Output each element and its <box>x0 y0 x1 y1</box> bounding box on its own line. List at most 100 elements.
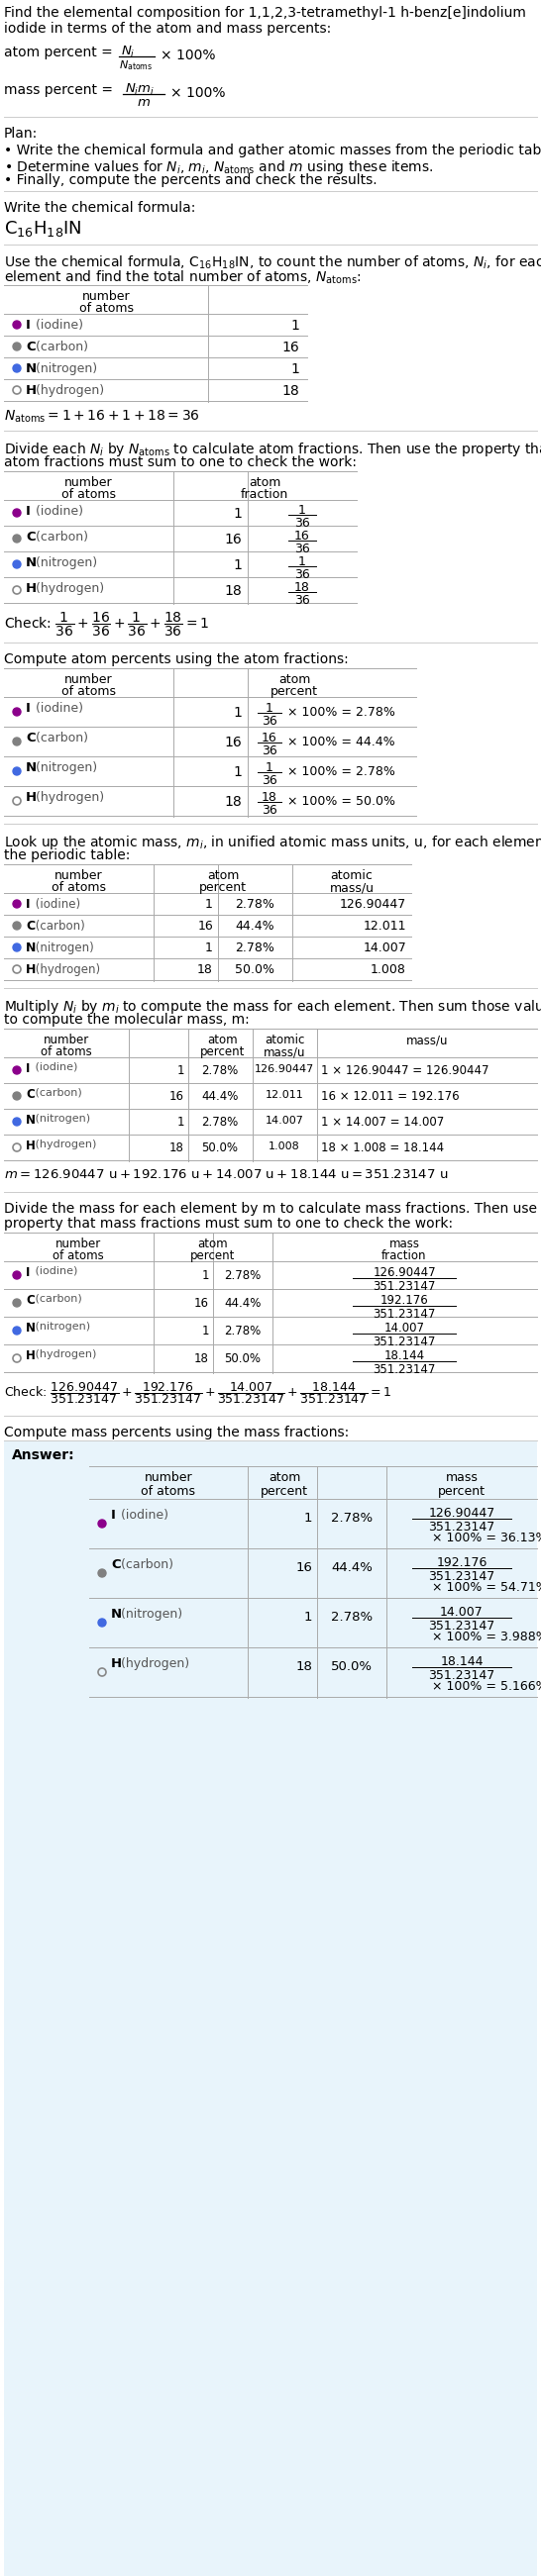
Text: H: H <box>26 963 36 976</box>
Text: (iodine): (iodine) <box>32 1267 78 1275</box>
Text: 351.23147: 351.23147 <box>373 1309 436 1321</box>
Circle shape <box>13 922 21 930</box>
Text: (carbon): (carbon) <box>32 920 85 933</box>
Text: number: number <box>144 1471 193 1484</box>
Text: (nitrogen): (nitrogen) <box>32 556 98 569</box>
Text: • Determine values for $N_i$, $m_i$, $N_\mathrm{atoms}$ and $m$ using these item: • Determine values for $N_i$, $m_i$, $N_… <box>4 157 433 175</box>
Text: I: I <box>111 1510 116 1522</box>
Text: 1: 1 <box>304 1610 312 1623</box>
Text: 18 × 1.008 = 18.144: 18 × 1.008 = 18.144 <box>321 1141 444 1154</box>
Text: (nitrogen): (nitrogen) <box>32 940 94 953</box>
Text: N: N <box>26 1321 36 1334</box>
Text: × 100% = 44.4%: × 100% = 44.4% <box>287 737 395 750</box>
Text: (iodine): (iodine) <box>32 899 81 912</box>
Text: I: I <box>26 899 30 912</box>
Text: mass/u: mass/u <box>263 1046 306 1059</box>
Text: number: number <box>64 672 113 685</box>
Circle shape <box>13 562 21 569</box>
Text: percent: percent <box>199 881 247 894</box>
Text: 16: 16 <box>282 340 299 355</box>
Circle shape <box>98 1520 106 1528</box>
Text: 18: 18 <box>295 1662 312 1674</box>
Text: 36: 36 <box>294 569 310 582</box>
Text: $m = 126.90447\ \mathrm{u} + 192.176\ \mathrm{u} + 14.007\ \mathrm{u} + 18.144\ : $m = 126.90447\ \mathrm{u} + 192.176\ \m… <box>4 1167 448 1180</box>
Text: I: I <box>26 319 31 332</box>
Text: 1: 1 <box>266 701 273 714</box>
Circle shape <box>13 943 21 951</box>
Text: 1: 1 <box>233 559 242 572</box>
Text: (hydrogen): (hydrogen) <box>32 384 104 397</box>
Text: number: number <box>82 291 130 304</box>
Circle shape <box>13 1118 21 1126</box>
Text: 44.4%: 44.4% <box>331 1561 373 1574</box>
Text: 1: 1 <box>291 319 299 332</box>
Text: atom fractions must sum to one to check the work:: atom fractions must sum to one to check … <box>4 456 357 469</box>
Text: 14.007: 14.007 <box>384 1321 425 1334</box>
Text: H: H <box>111 1656 122 1669</box>
Text: 1: 1 <box>233 706 242 719</box>
Text: of atoms: of atoms <box>79 301 133 314</box>
Text: 1: 1 <box>298 505 306 518</box>
Text: atomic: atomic <box>331 868 373 881</box>
Text: Multiply $N_i$ by $m_i$ to compute the mass for each element. Then sum those val: Multiply $N_i$ by $m_i$ to compute the m… <box>4 997 541 1015</box>
Text: 1: 1 <box>266 762 273 775</box>
Text: number: number <box>43 1033 89 1046</box>
Text: 351.23147: 351.23147 <box>373 1363 436 1376</box>
Text: number: number <box>54 868 102 881</box>
Text: I: I <box>26 1061 30 1074</box>
Circle shape <box>13 343 21 350</box>
Text: Find the elemental composition for 1,1,2,3-tetramethyl-1 h-benz[e]indolium: Find the elemental composition for 1,1,2… <box>4 5 526 21</box>
Text: 12.011: 12.011 <box>363 920 406 933</box>
Text: percent: percent <box>270 685 318 698</box>
Text: percent: percent <box>190 1249 235 1262</box>
Text: • Write the chemical formula and gather atomic masses from the periodic table.: • Write the chemical formula and gather … <box>4 144 541 157</box>
Text: (nitrogen): (nitrogen) <box>32 1321 90 1332</box>
Text: Check: $\dfrac{1}{36} + \dfrac{16}{36} + \dfrac{1}{36} + \dfrac{18}{36} = 1$: Check: $\dfrac{1}{36} + \dfrac{16}{36} +… <box>4 611 209 639</box>
Text: (hydrogen): (hydrogen) <box>32 1139 96 1149</box>
Text: to compute the molecular mass, m:: to compute the molecular mass, m: <box>4 1012 249 1028</box>
Text: (carbon): (carbon) <box>32 732 89 744</box>
Text: percent: percent <box>438 1484 485 1497</box>
Text: 126.90447: 126.90447 <box>428 1507 495 1520</box>
Text: 126.90447: 126.90447 <box>340 899 406 912</box>
Text: Answer:: Answer: <box>12 1448 75 1463</box>
Text: C: C <box>26 732 35 744</box>
Text: 18: 18 <box>262 791 278 804</box>
Text: 1: 1 <box>205 940 213 953</box>
Text: 2.78%: 2.78% <box>235 899 274 912</box>
Text: (nitrogen): (nitrogen) <box>32 363 98 376</box>
Text: 1: 1 <box>233 507 242 520</box>
Text: 1.008: 1.008 <box>269 1141 300 1151</box>
Circle shape <box>13 510 21 518</box>
Text: 1.008: 1.008 <box>371 963 406 976</box>
Text: 2.78%: 2.78% <box>331 1610 373 1623</box>
Text: 16: 16 <box>224 737 242 750</box>
Text: $N_i m_i$: $N_i m_i$ <box>125 82 155 98</box>
Circle shape <box>13 708 21 716</box>
Text: (nitrogen): (nitrogen) <box>32 1113 90 1123</box>
Text: (carbon): (carbon) <box>117 1558 174 1571</box>
Text: $N_{\mathrm{atoms}}$: $N_{\mathrm{atoms}}$ <box>119 59 153 72</box>
Text: 36: 36 <box>262 744 278 757</box>
Text: of atoms: of atoms <box>41 1046 92 1059</box>
Text: (carbon): (carbon) <box>32 1293 82 1303</box>
Text: 351.23147: 351.23147 <box>428 1520 495 1533</box>
Text: (nitrogen): (nitrogen) <box>117 1607 183 1620</box>
Text: 1 × 126.90447 = 126.90447: 1 × 126.90447 = 126.90447 <box>321 1064 489 1077</box>
Text: N: N <box>111 1607 122 1620</box>
Text: 16: 16 <box>197 920 213 933</box>
Text: H: H <box>26 791 37 804</box>
Text: H: H <box>26 384 37 397</box>
Text: 50.0%: 50.0% <box>235 963 274 976</box>
Text: atom percent =: atom percent = <box>4 46 117 59</box>
Text: N: N <box>26 363 37 376</box>
Text: of atoms: of atoms <box>141 1484 196 1497</box>
Text: percent: percent <box>201 1046 246 1059</box>
Text: (carbon): (carbon) <box>32 1087 82 1097</box>
Text: 50.0%: 50.0% <box>225 1352 261 1365</box>
Text: (hydrogen): (hydrogen) <box>32 1350 96 1360</box>
Text: 18: 18 <box>294 582 310 595</box>
Text: 18: 18 <box>224 796 242 809</box>
Text: 1: 1 <box>304 1512 312 1525</box>
Text: 1: 1 <box>177 1115 184 1128</box>
